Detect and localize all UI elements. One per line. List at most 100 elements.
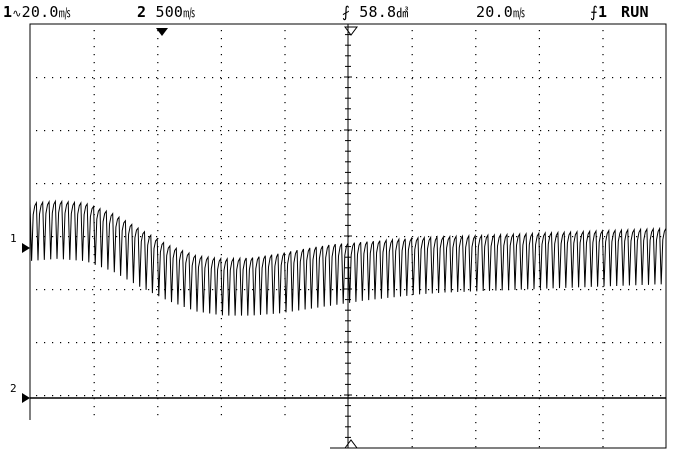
- grid-dot: [156, 130, 158, 132]
- grid-dot: [340, 77, 342, 79]
- grid-dot: [411, 174, 413, 176]
- ch1-status[interactable]: 1∿20.0㎧: [3, 3, 71, 23]
- grid-dot: [284, 350, 286, 352]
- grid-dot: [380, 130, 382, 132]
- grid-dot: [157, 334, 159, 336]
- grid-dot: [475, 342, 477, 344]
- grid-dot: [284, 142, 286, 144]
- grid-dot: [44, 289, 46, 291]
- grid-dot: [284, 238, 286, 240]
- grid-dot: [475, 134, 477, 136]
- grid-dot: [444, 183, 446, 185]
- delay-icon: ⨏: [342, 3, 351, 21]
- grid-dot: [411, 278, 413, 280]
- grid-dot: [628, 183, 630, 185]
- grid-dot: [412, 342, 414, 344]
- grid-dot: [411, 134, 413, 136]
- grid-dot: [372, 130, 374, 132]
- grid-dot: [652, 236, 654, 238]
- timebase-status[interactable]: 20.0㎧: [476, 3, 525, 22]
- grid-dot: [93, 174, 95, 176]
- grid-dot: [444, 342, 446, 344]
- grid-dot: [372, 236, 374, 238]
- grid-dot: [220, 102, 222, 104]
- grid-dot: [220, 350, 222, 352]
- grid-dot: [93, 366, 95, 368]
- grid-dot: [220, 126, 222, 128]
- run-status[interactable]: RUN: [621, 3, 649, 21]
- grid-dot: [260, 289, 262, 291]
- grid-dot: [660, 77, 662, 79]
- grid-dot: [60, 77, 62, 79]
- grid-dot: [500, 342, 502, 344]
- grid-dot: [116, 130, 118, 132]
- grid-dot: [476, 342, 478, 344]
- grid-dot: [492, 77, 494, 79]
- trigger-status[interactable]: ⨍1: [590, 3, 607, 21]
- grid-dot: [300, 289, 302, 291]
- grid-dot: [404, 289, 406, 291]
- grid-dot: [180, 77, 182, 79]
- grid-dot: [436, 130, 438, 132]
- grid-dot: [436, 289, 438, 291]
- grid-dot: [660, 130, 662, 132]
- grid-dot: [388, 183, 390, 185]
- grid-dot: [108, 289, 110, 291]
- grid-dot: [411, 406, 413, 408]
- grid-dot: [68, 183, 70, 185]
- grid-dot: [93, 198, 95, 200]
- grid-dot: [404, 183, 406, 185]
- grid-dot: [172, 130, 174, 132]
- grid-dot: [411, 350, 413, 352]
- delay-status[interactable]: ⨏ 58.8㍹: [342, 3, 408, 22]
- grid-dot: [532, 130, 534, 132]
- grid-dot: [524, 289, 526, 291]
- grid-dot: [157, 94, 159, 96]
- grid-dot: [396, 130, 398, 132]
- grid-dot: [538, 334, 540, 336]
- grid-dot: [564, 289, 566, 291]
- grid-dot: [636, 183, 638, 185]
- grid-dot: [364, 77, 366, 79]
- grid-dot: [364, 236, 366, 238]
- grid-dot: [475, 78, 477, 80]
- grid-dot: [36, 130, 38, 132]
- grid-dot: [372, 342, 374, 344]
- grid-dot: [602, 70, 604, 72]
- grid-dot: [84, 395, 86, 397]
- grid-dot: [284, 390, 286, 392]
- grid-dot: [602, 310, 604, 312]
- grid-dot: [220, 382, 222, 384]
- grid-dot: [538, 310, 540, 312]
- grid-dot: [260, 77, 262, 79]
- grid-dot: [538, 230, 540, 232]
- grid-dot: [188, 130, 190, 132]
- grid-dot: [93, 406, 95, 408]
- grid-dot: [628, 289, 630, 291]
- grid-dot: [52, 183, 54, 185]
- grid-dot: [556, 77, 558, 79]
- grid-dot: [364, 289, 366, 291]
- grid-dot: [516, 77, 518, 79]
- grid-dot: [244, 130, 246, 132]
- grid-dot: [644, 289, 646, 291]
- grid-dot: [157, 102, 159, 104]
- grid-dot: [140, 130, 142, 132]
- grid-dot: [332, 236, 334, 238]
- grid-dot: [538, 158, 540, 160]
- grid-dot: [644, 395, 646, 397]
- ch1-ground-label: 1: [10, 232, 17, 245]
- grid-dot: [164, 395, 166, 397]
- grid-dot: [300, 183, 302, 185]
- grid-dot: [172, 236, 174, 238]
- grid-dot: [602, 190, 604, 192]
- grid-dot: [220, 342, 222, 344]
- grid-dot: [157, 326, 159, 328]
- grid-dot: [468, 183, 470, 185]
- grid-dot: [564, 183, 566, 185]
- ch2-status[interactable]: 2 500㎧: [137, 3, 195, 22]
- grid-dot: [340, 236, 342, 238]
- grid-dot: [380, 183, 382, 185]
- grid-dot: [188, 289, 190, 291]
- grid-dot: [93, 254, 95, 256]
